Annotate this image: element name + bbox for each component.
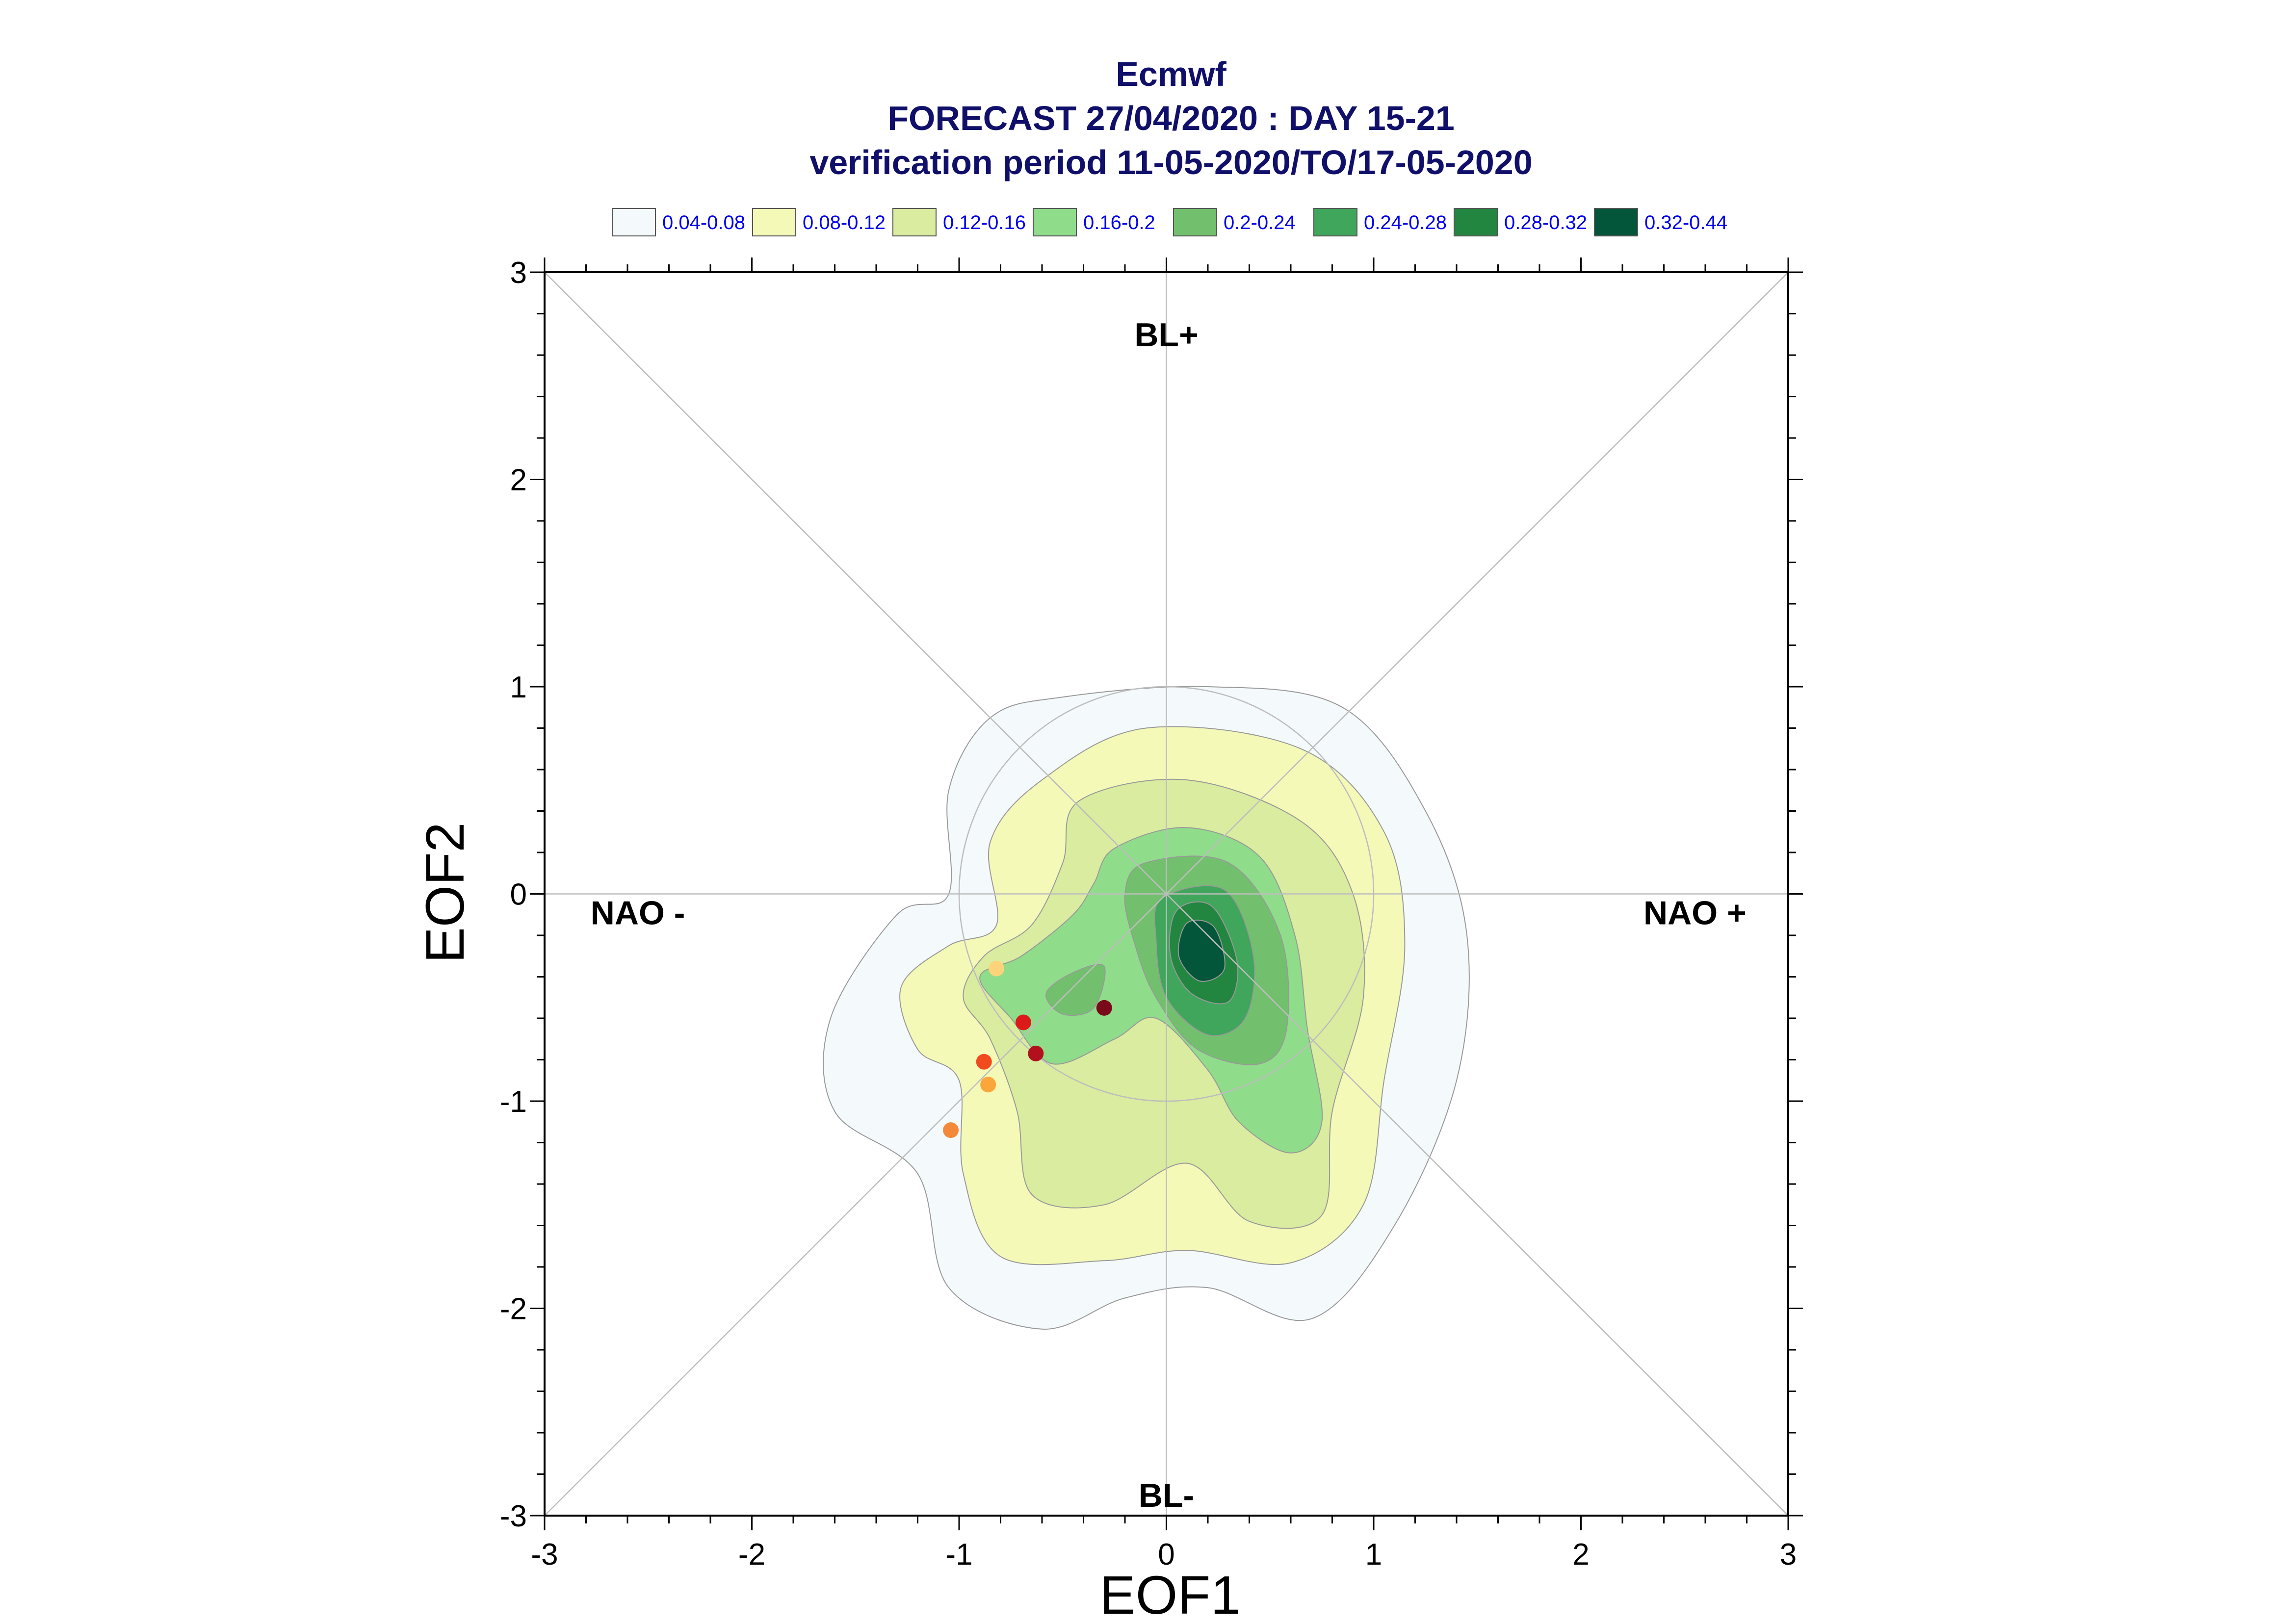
data-point — [943, 1122, 959, 1138]
legend-swatch — [752, 208, 796, 236]
contour-region — [1177, 920, 1226, 982]
regime-label: BL- — [1139, 1477, 1194, 1514]
y-tick-label: 1 — [510, 670, 527, 704]
y-tick-label: -3 — [500, 1499, 527, 1533]
regime-label: NAO - — [591, 895, 685, 932]
legend-label: 0.12-0.16 — [943, 212, 1026, 233]
legend-label: 0.04-0.08 — [662, 212, 745, 233]
contour-region — [1045, 964, 1106, 1016]
legend-swatch — [1454, 208, 1498, 236]
y-tick-label: 0 — [510, 878, 527, 912]
chart-title-block: Ecmwf FORECAST 27/04/2020 : DAY 15-21 ve… — [809, 55, 1532, 181]
data-point — [980, 1077, 996, 1093]
x-tick-label: 1 — [1365, 1538, 1382, 1572]
x-tick-label: 2 — [1572, 1538, 1589, 1572]
legend-label: 0.24-0.28 — [1364, 212, 1447, 233]
x-tick-label: -1 — [945, 1538, 972, 1572]
y-tick-label: -2 — [500, 1292, 527, 1326]
plot-area: BL+ BL- NAO - NAO + -3 -2 -1 0 1 2 3 -3 -2 -1 0 1 2 3 — [500, 256, 1803, 1572]
x-tick-label: -2 — [738, 1538, 765, 1572]
chart-subtitle-verification: verification period 11-05-2020/TO/17-05-… — [809, 143, 1532, 181]
regime-labels: BL+ BL- NAO - NAO + — [591, 316, 1747, 1514]
legend-swatch — [1313, 208, 1357, 236]
axis-ticks: -3 -2 -1 0 1 2 3 -3 -2 -1 0 1 2 3 — [500, 256, 1803, 1572]
density-contours — [823, 686, 1470, 1330]
chart-subtitle-forecast: FORECAST 27/04/2020 : DAY 15-21 — [887, 99, 1455, 137]
x-tick-label: 3 — [1780, 1538, 1797, 1572]
legend-label: 0.2-0.24 — [1224, 212, 1296, 233]
legend-swatch — [1033, 208, 1077, 236]
x-tick-label: -3 — [531, 1538, 558, 1572]
regime-label: NAO + — [1643, 895, 1747, 932]
data-point — [1096, 1000, 1112, 1016]
regime-label: BL+ — [1134, 316, 1198, 354]
legend-label: 0.28-0.32 — [1504, 212, 1587, 233]
chart-title: Ecmwf — [1116, 55, 1226, 93]
legend-swatch — [1594, 208, 1638, 236]
scatter-points — [943, 960, 1112, 1138]
data-point — [976, 1054, 992, 1070]
legend: 0.04-0.08 0.08-0.12 0.12-0.16 0.16-0.2 0.2-0… — [612, 208, 1727, 236]
legend-label: 0.16-0.2 — [1083, 212, 1155, 233]
legend-swatch — [1173, 208, 1217, 236]
y-tick-label: 2 — [510, 464, 527, 497]
reference-circle — [958, 686, 1375, 1102]
x-tick-label: 0 — [1158, 1538, 1174, 1572]
legend-label: 0.08-0.12 — [803, 212, 886, 233]
y-tick-label: -1 — [500, 1085, 527, 1119]
legend-label: 0.32-0.44 — [1644, 212, 1727, 233]
data-point — [1028, 1045, 1044, 1061]
x-axis-title: EOF1 — [1099, 1565, 1240, 1624]
legend-swatch — [892, 208, 937, 236]
data-point — [1015, 1014, 1031, 1031]
y-tick-label: 3 — [510, 256, 527, 290]
y-axis-title: EOF2 — [415, 822, 475, 963]
guide-lines — [544, 272, 1789, 1516]
legend-swatch — [612, 208, 656, 236]
data-point — [989, 960, 1005, 977]
